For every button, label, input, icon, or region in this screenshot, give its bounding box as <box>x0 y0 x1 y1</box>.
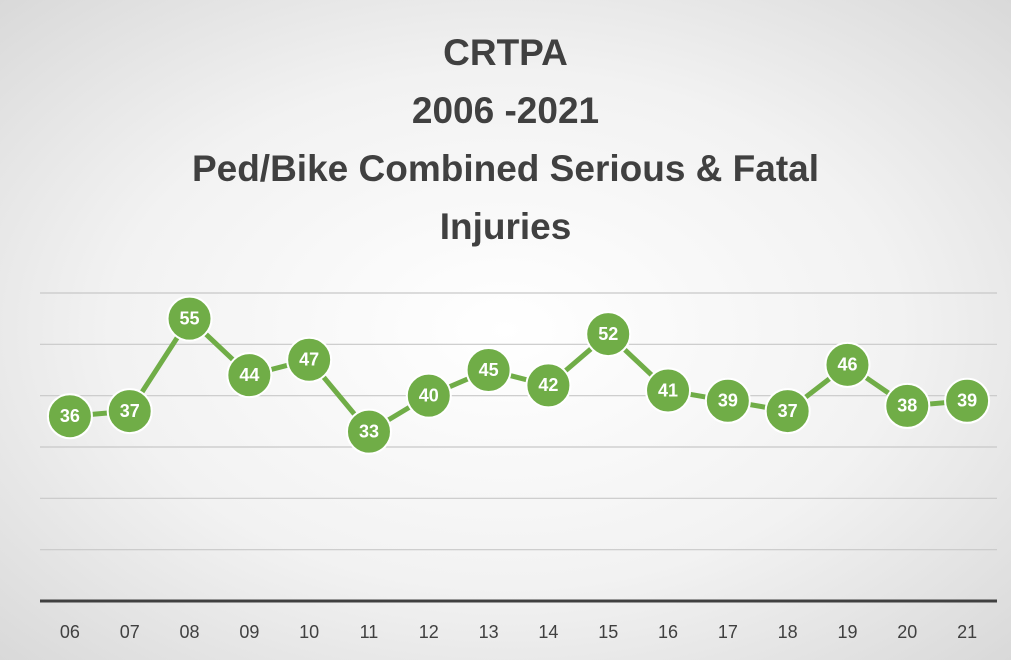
data-point <box>226 352 273 399</box>
data-label: 44 <box>239 365 259 385</box>
data-label: 39 <box>957 391 977 411</box>
x-tick-label: 19 <box>837 622 857 642</box>
x-tick-label: 16 <box>658 622 678 642</box>
data-point <box>465 347 512 393</box>
data-label: 41 <box>658 380 678 400</box>
data-label: 40 <box>419 385 439 405</box>
x-tick-label: 20 <box>897 622 917 642</box>
data-label: 39 <box>718 391 738 411</box>
x-tick-label: 07 <box>120 622 140 642</box>
x-tick-label: 09 <box>239 622 259 642</box>
data-point <box>525 362 572 409</box>
x-tick-label: 18 <box>778 622 798 642</box>
data-point <box>166 295 213 342</box>
title-line: 2006 -2021 <box>411 90 600 131</box>
data-point <box>944 377 991 424</box>
data-point <box>106 388 153 435</box>
chart-title: CRTPA 2006 -2021 Ped/Bike Combined Serio… <box>0 24 1011 256</box>
x-tick-label: 17 <box>718 622 738 642</box>
data-point <box>764 388 811 435</box>
data-label: 42 <box>538 375 558 395</box>
data-point <box>46 393 93 440</box>
data-label: 37 <box>778 401 798 421</box>
data-point <box>645 367 692 414</box>
title-line: CRTPA <box>443 32 568 73</box>
data-point <box>884 382 931 429</box>
data-label: 47 <box>299 349 319 369</box>
data-point <box>704 377 751 424</box>
data-point <box>405 372 452 419</box>
data-label: 55 <box>180 308 200 328</box>
x-tick-label: 21 <box>957 622 977 642</box>
data-label: 45 <box>479 360 499 380</box>
data-label: 52 <box>598 324 618 344</box>
data-label: 37 <box>120 401 140 421</box>
data-label: 33 <box>359 421 379 441</box>
data-line <box>69 316 968 435</box>
x-tick-label: 14 <box>538 622 558 642</box>
data-point <box>585 311 632 358</box>
x-tick-label: 13 <box>479 622 499 642</box>
x-tick-label: 06 <box>60 622 80 642</box>
data-label: 46 <box>837 355 857 375</box>
x-tick-label: 11 <box>360 622 379 642</box>
x-tick-label: 08 <box>180 622 200 642</box>
x-tick-label: 12 <box>419 622 439 642</box>
data-label: 36 <box>60 406 80 426</box>
x-tick-label: 10 <box>299 622 319 642</box>
data-point <box>286 336 333 383</box>
x-tick-label: 15 <box>598 622 618 642</box>
title-line: Ped/Bike Combined Serious & Fatal Injuri… <box>191 148 820 247</box>
data-label: 38 <box>897 396 917 416</box>
data-point <box>345 408 392 455</box>
data-point <box>824 341 871 388</box>
